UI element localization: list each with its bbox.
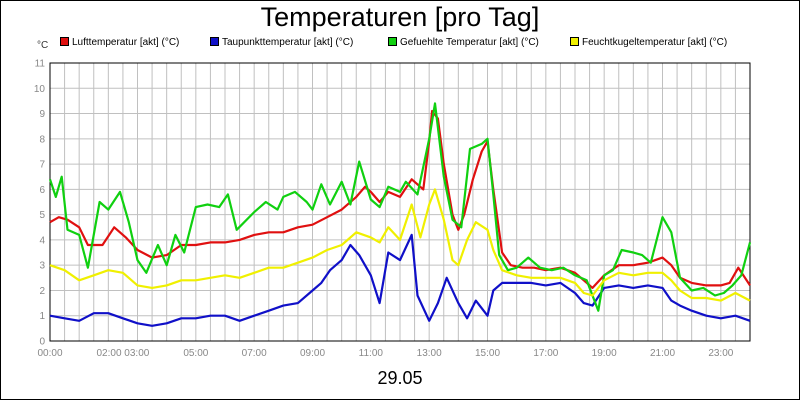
y-tick-label: 0 <box>39 337 45 348</box>
y-tick-label: 2 <box>39 286 45 297</box>
y-tick-label: 10 <box>34 84 46 95</box>
series-line-3 <box>49 188 751 302</box>
legend-swatch <box>60 36 69 46</box>
legend-label: Feuchtkugeltemperatur [akt] (°C) <box>582 37 728 48</box>
x-tick-label: 13:00 <box>417 348 442 359</box>
x-tick-label: 02:00 03:00 <box>97 348 150 359</box>
y-tick-label: 11 <box>35 59 46 70</box>
legend-label: Gefuehlte Temperatur [akt] (°C) <box>400 37 539 48</box>
x-tick-label: 23:00 <box>708 348 733 359</box>
legend-item: Gefuehlte Temperatur [akt] (°C) <box>388 36 539 48</box>
x-tick-label: 17:00 <box>533 348 558 359</box>
x-tick-label: 05:00 <box>183 348 208 359</box>
x-tick-label: 21:00 <box>650 348 675 359</box>
y-tick-label: 7 <box>39 160 45 171</box>
plot-border <box>49 62 751 342</box>
legend-swatch <box>388 36 397 46</box>
x-tick-label: 11:00 <box>359 348 384 359</box>
y-tick-label: 3 <box>39 261 45 272</box>
legend-item: Feuchtkugeltemperatur [akt] (°C) <box>570 36 728 48</box>
y-axis-unit: °C <box>37 40 49 51</box>
legend-item: Taupunkttemperatur [akt] (°C) <box>210 36 354 48</box>
y-tick-label: 4 <box>39 235 45 246</box>
x-tick-label: 19:00 <box>592 348 617 359</box>
y-tick-label: 8 <box>39 134 45 145</box>
legend-label: Lufttemperatur [akt] (°C) <box>72 37 180 48</box>
series-line-1 <box>49 233 751 327</box>
x-tick-label: 07:00 <box>242 348 267 359</box>
x-tick-label: 15:00 <box>475 348 500 359</box>
series-line-2 <box>48 102 752 312</box>
x-tick-label: 00:00 <box>37 348 62 359</box>
chart-title: Temperaturen [pro Tag] <box>260 2 540 32</box>
y-tick-label: 9 <box>39 109 45 120</box>
legend-label: Taupunkttemperatur [akt] (°C) <box>222 37 354 48</box>
y-tick-label: 1 <box>39 311 45 322</box>
y-tick-label: 6 <box>39 185 45 196</box>
x-tick-label: 09:00 <box>300 348 325 359</box>
date-label: 29.05 <box>377 368 423 388</box>
legend-swatch <box>570 36 579 46</box>
y-tick-label: 5 <box>39 210 45 221</box>
legend-item: Lufttemperatur [akt] (°C) <box>60 36 180 48</box>
legend-swatch <box>210 36 219 46</box>
